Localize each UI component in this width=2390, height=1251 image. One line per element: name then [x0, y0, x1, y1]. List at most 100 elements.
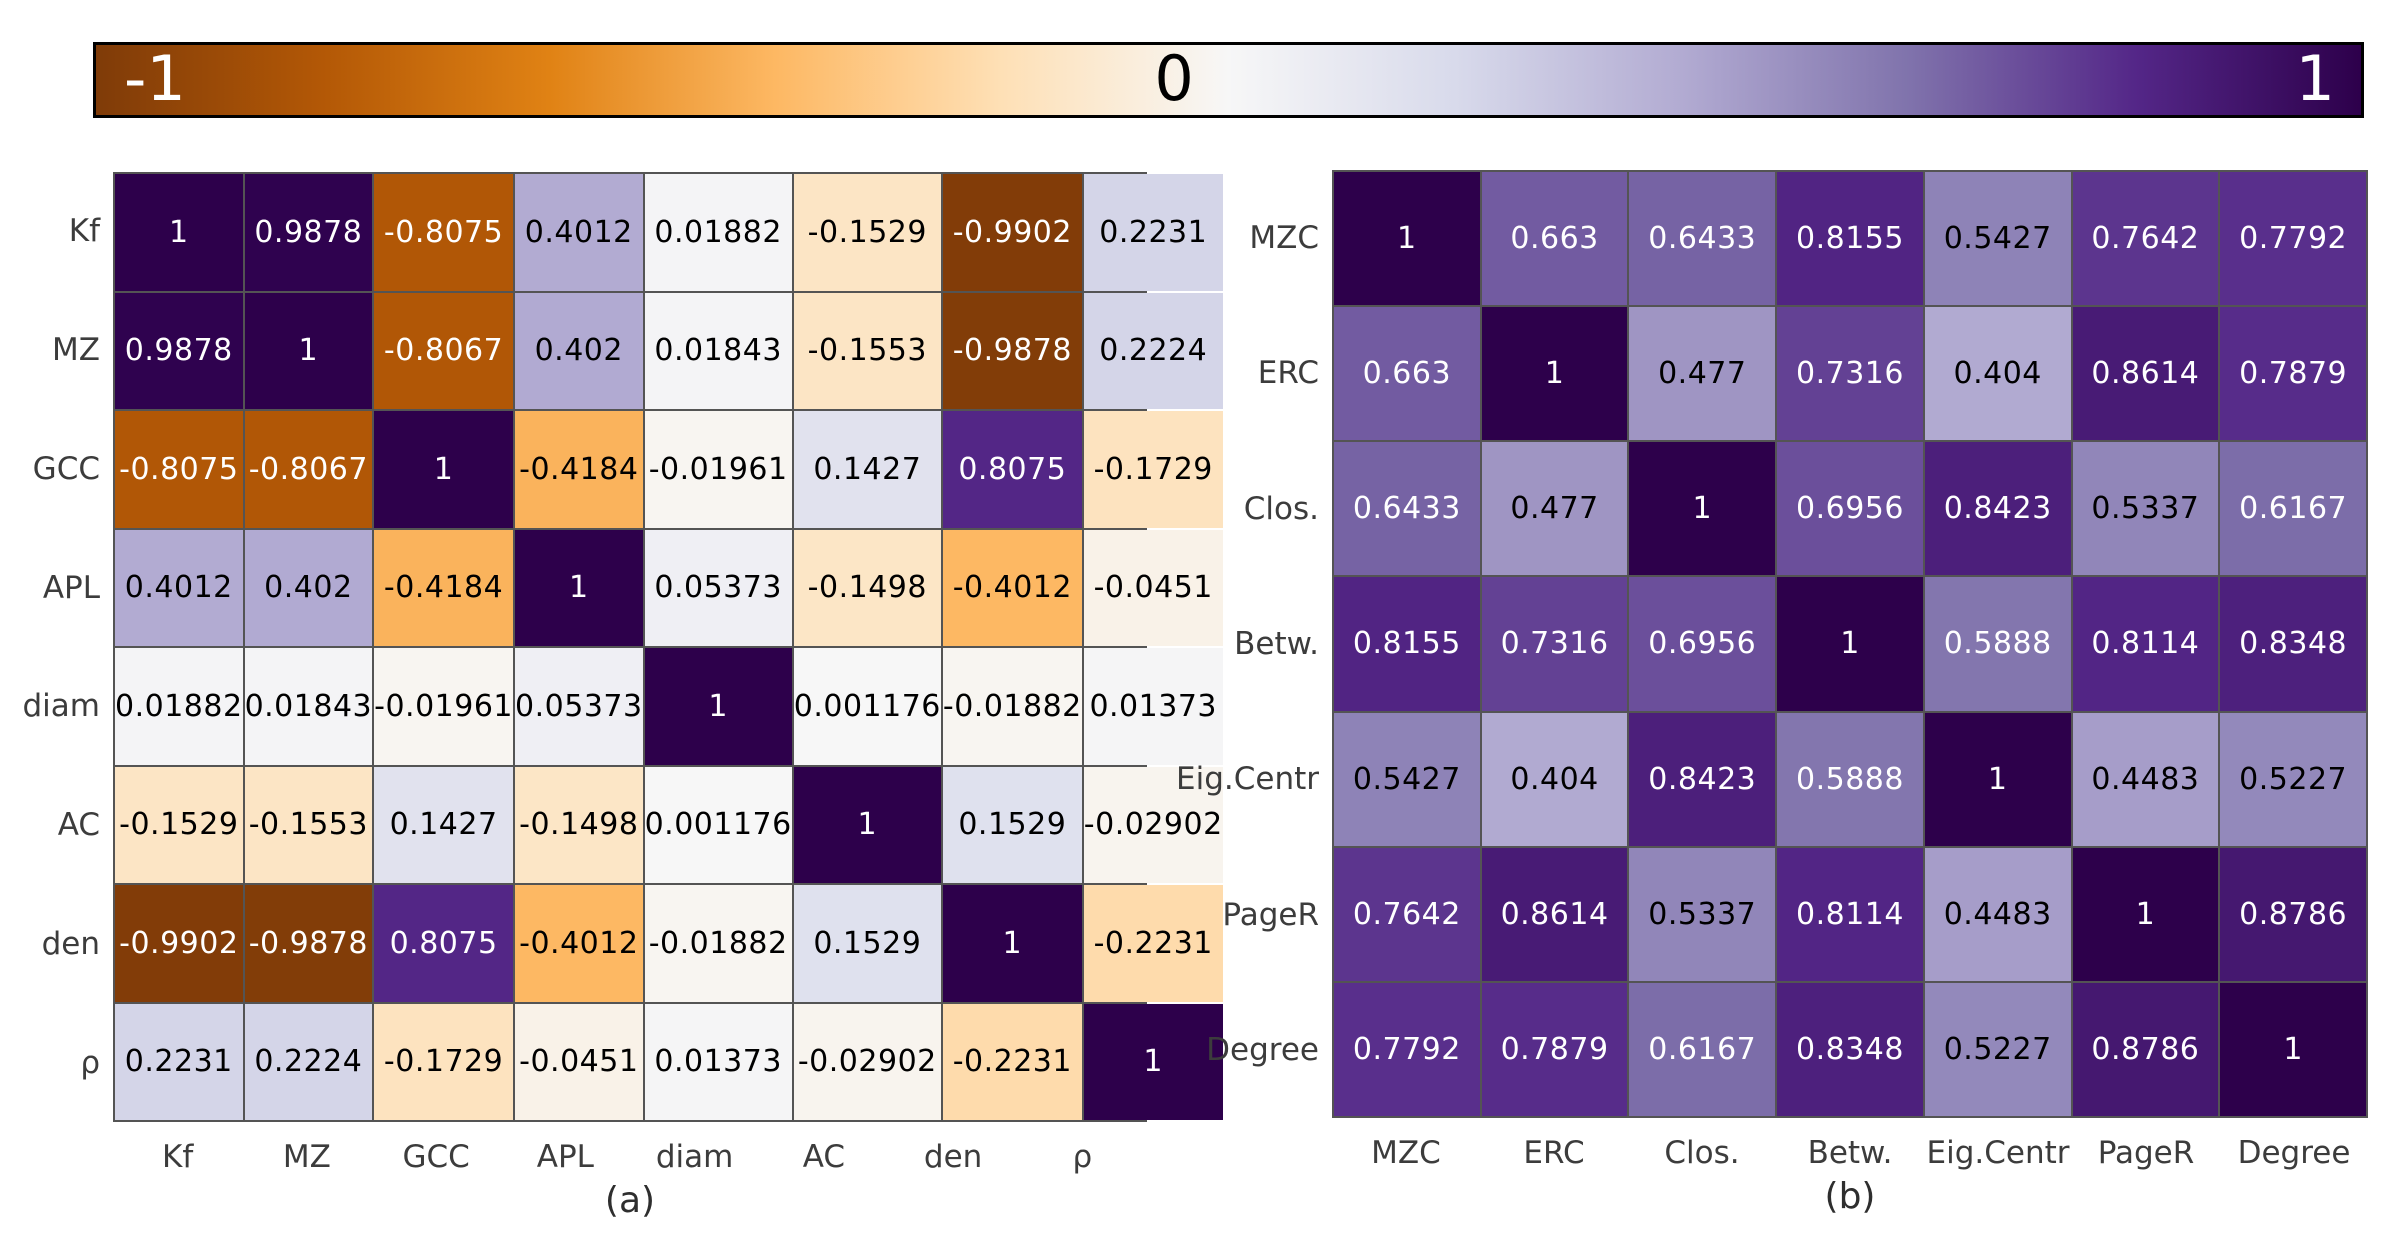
- heatmap-cell: 0.6167: [1629, 982, 1776, 1116]
- heatmap-cell: 0.9878: [244, 174, 373, 291]
- heatmap-cell: -0.4184: [374, 529, 514, 646]
- heatmap-cell: 0.663: [1481, 172, 1628, 306]
- heatmap-cell: 1: [644, 648, 792, 765]
- heatmap-cell: -0.4012: [942, 529, 1082, 646]
- row-label: Clos.: [1243, 490, 1319, 527]
- row-label: ρ: [80, 1044, 100, 1081]
- heatmap-cell: -0.01961: [374, 648, 514, 765]
- col-label: PageR: [2097, 1135, 2195, 1171]
- subplot-caption-a: (a): [604, 1180, 656, 1221]
- heatmap-a: 1 0.9878 -0.8075 0.4012 0.01882 -0.1529 -0.990…: [23, 172, 1223, 1221]
- heatmap-cell: -0.9902: [942, 174, 1082, 291]
- heatmap-cell: 1: [1334, 172, 1480, 306]
- heatmap-cell: 0.402: [515, 292, 643, 409]
- heatmap-cell: 1: [374, 411, 514, 528]
- heatmap-cell: 0.2231: [115, 1003, 243, 1120]
- heatmap-cell: 0.2224: [244, 1003, 373, 1120]
- colorbar: -1 0 1: [93, 42, 2364, 118]
- subplot-caption-b: (b): [1824, 1176, 1876, 1217]
- heatmap-cell: 0.01843: [644, 292, 792, 409]
- heatmap-cell: 0.8786: [2072, 982, 2219, 1116]
- heatmap-cell: -0.1729: [374, 1003, 514, 1120]
- heatmap-cell: -0.0451: [515, 1003, 643, 1120]
- heatmap-cell: 1: [2220, 982, 2366, 1116]
- heatmap-cell: 0.477: [1629, 307, 1776, 441]
- colorbar-tick-min: -1: [124, 41, 186, 115]
- heatmap-b: 1 0.663 0.6433 0.8155 0.5427 0.7642 0.7792 0.66…: [1176, 170, 2368, 1217]
- col-label: GCC: [402, 1139, 470, 1175]
- heatmap-cell: 0.7642: [2072, 172, 2219, 306]
- heatmap-cell: 0.4483: [1924, 847, 2071, 981]
- row-label: Betw.: [1234, 625, 1319, 662]
- heatmap-cell: 0.8348: [1777, 982, 1923, 1116]
- heatmap-cell: 0.5227: [2220, 712, 2366, 846]
- heatmap-cell: -0.4184: [515, 411, 643, 528]
- heatmap-cell: 0.8614: [1481, 847, 1628, 981]
- heatmap-cell: 0.1427: [793, 411, 941, 528]
- heatmap-cell: 1: [2072, 847, 2219, 981]
- heatmap-cell: -0.01882: [942, 648, 1082, 765]
- heatmap-cell: 0.6167: [2220, 442, 2366, 576]
- heatmap-cell: 1: [1924, 712, 2071, 846]
- colorbar-tick-mid: 0: [1154, 41, 1194, 115]
- heatmap-cell: 0.2231: [1083, 174, 1223, 291]
- heatmap-cell: -0.01882: [644, 885, 792, 1002]
- heatmap-cell: -0.4012: [515, 885, 643, 1002]
- heatmap-cell: 0.7792: [1334, 982, 1480, 1116]
- row-label: ERC: [1257, 355, 1319, 392]
- heatmap-cell: 0.7879: [2220, 307, 2366, 441]
- heatmap-cell: 1: [115, 174, 243, 291]
- heatmap-cell: 0.663: [1334, 307, 1480, 441]
- heatmap-a-grid: 1 0.9878 -0.8075 0.4012 0.01882 -0.1529 -0.990…: [113, 172, 1223, 1122]
- heatmap-cell: 0.4012: [115, 529, 243, 646]
- heatmap-cell: -0.9878: [942, 292, 1082, 409]
- heatmap-cell: 0.01373: [1083, 648, 1223, 765]
- heatmap-cell: -0.1498: [515, 766, 643, 883]
- heatmap-cell: 0.8155: [1777, 172, 1923, 306]
- heatmap-cell: 0.2224: [1083, 292, 1223, 409]
- col-label: diam: [655, 1139, 734, 1175]
- heatmap-cell: 0.402: [244, 529, 373, 646]
- heatmap-cell: -0.1553: [793, 292, 941, 409]
- col-label: Eig.Centr: [1926, 1135, 2070, 1171]
- heatmap-cell: -0.1553: [244, 766, 373, 883]
- col-label: ρ: [1072, 1139, 1093, 1175]
- heatmap-cell: 1: [244, 292, 373, 409]
- heatmap-cell: 0.01373: [644, 1003, 792, 1120]
- heatmap-cell: 0.5337: [2072, 442, 2219, 576]
- heatmap-cell: 0.7316: [1481, 577, 1628, 711]
- heatmap-cell: 0.1529: [942, 766, 1082, 883]
- heatmap-cell: 0.5227: [1924, 982, 2071, 1116]
- col-label: Degree: [2237, 1135, 2351, 1171]
- heatmap-cell: 0.6956: [1777, 442, 1923, 576]
- row-label: MZC: [1249, 219, 1319, 256]
- heatmap-cell: -0.1529: [115, 766, 243, 883]
- heatmap-cell: -0.01961: [644, 411, 792, 528]
- col-label: Betw.: [1807, 1135, 1893, 1171]
- heatmap-cell: -0.1529: [793, 174, 941, 291]
- row-label: diam: [22, 688, 101, 725]
- heatmap-cell: 0.8075: [942, 411, 1082, 528]
- heatmap-cell: -0.1729: [1083, 411, 1223, 528]
- heatmap-cell: -0.02902: [1083, 766, 1223, 883]
- heatmap-cell: 0.05373: [644, 529, 792, 646]
- heatmap-cell: 0.8348: [2220, 577, 2366, 711]
- heatmap-cell: 0.8614: [2072, 307, 2219, 441]
- row-label: APL: [42, 569, 100, 606]
- heatmap-cell: 0.7792: [2220, 172, 2366, 306]
- heatmap-cell: -0.8075: [115, 411, 243, 528]
- heatmap-b-grid: 1 0.663 0.6433 0.8155 0.5427 0.7642 0.7792 0.66…: [1332, 170, 2368, 1118]
- heatmap-cell: 0.8075: [374, 885, 514, 1002]
- heatmap-cell: 0.5888: [1924, 577, 2071, 711]
- heatmap-cell: 0.8114: [2072, 577, 2219, 711]
- heatmap-cell: 0.01882: [644, 174, 792, 291]
- heatmap-cell: -0.9878: [244, 885, 373, 1002]
- heatmap-cell: 1: [942, 885, 1082, 1002]
- heatmap-cell: 0.4483: [2072, 712, 2219, 846]
- heatmap-cell: 1: [1629, 442, 1776, 576]
- heatmap-cell: 0.1529: [793, 885, 941, 1002]
- heatmap-cell: 1: [1481, 307, 1628, 441]
- col-label: den: [923, 1139, 983, 1175]
- heatmap-cell: 0.01843: [244, 648, 373, 765]
